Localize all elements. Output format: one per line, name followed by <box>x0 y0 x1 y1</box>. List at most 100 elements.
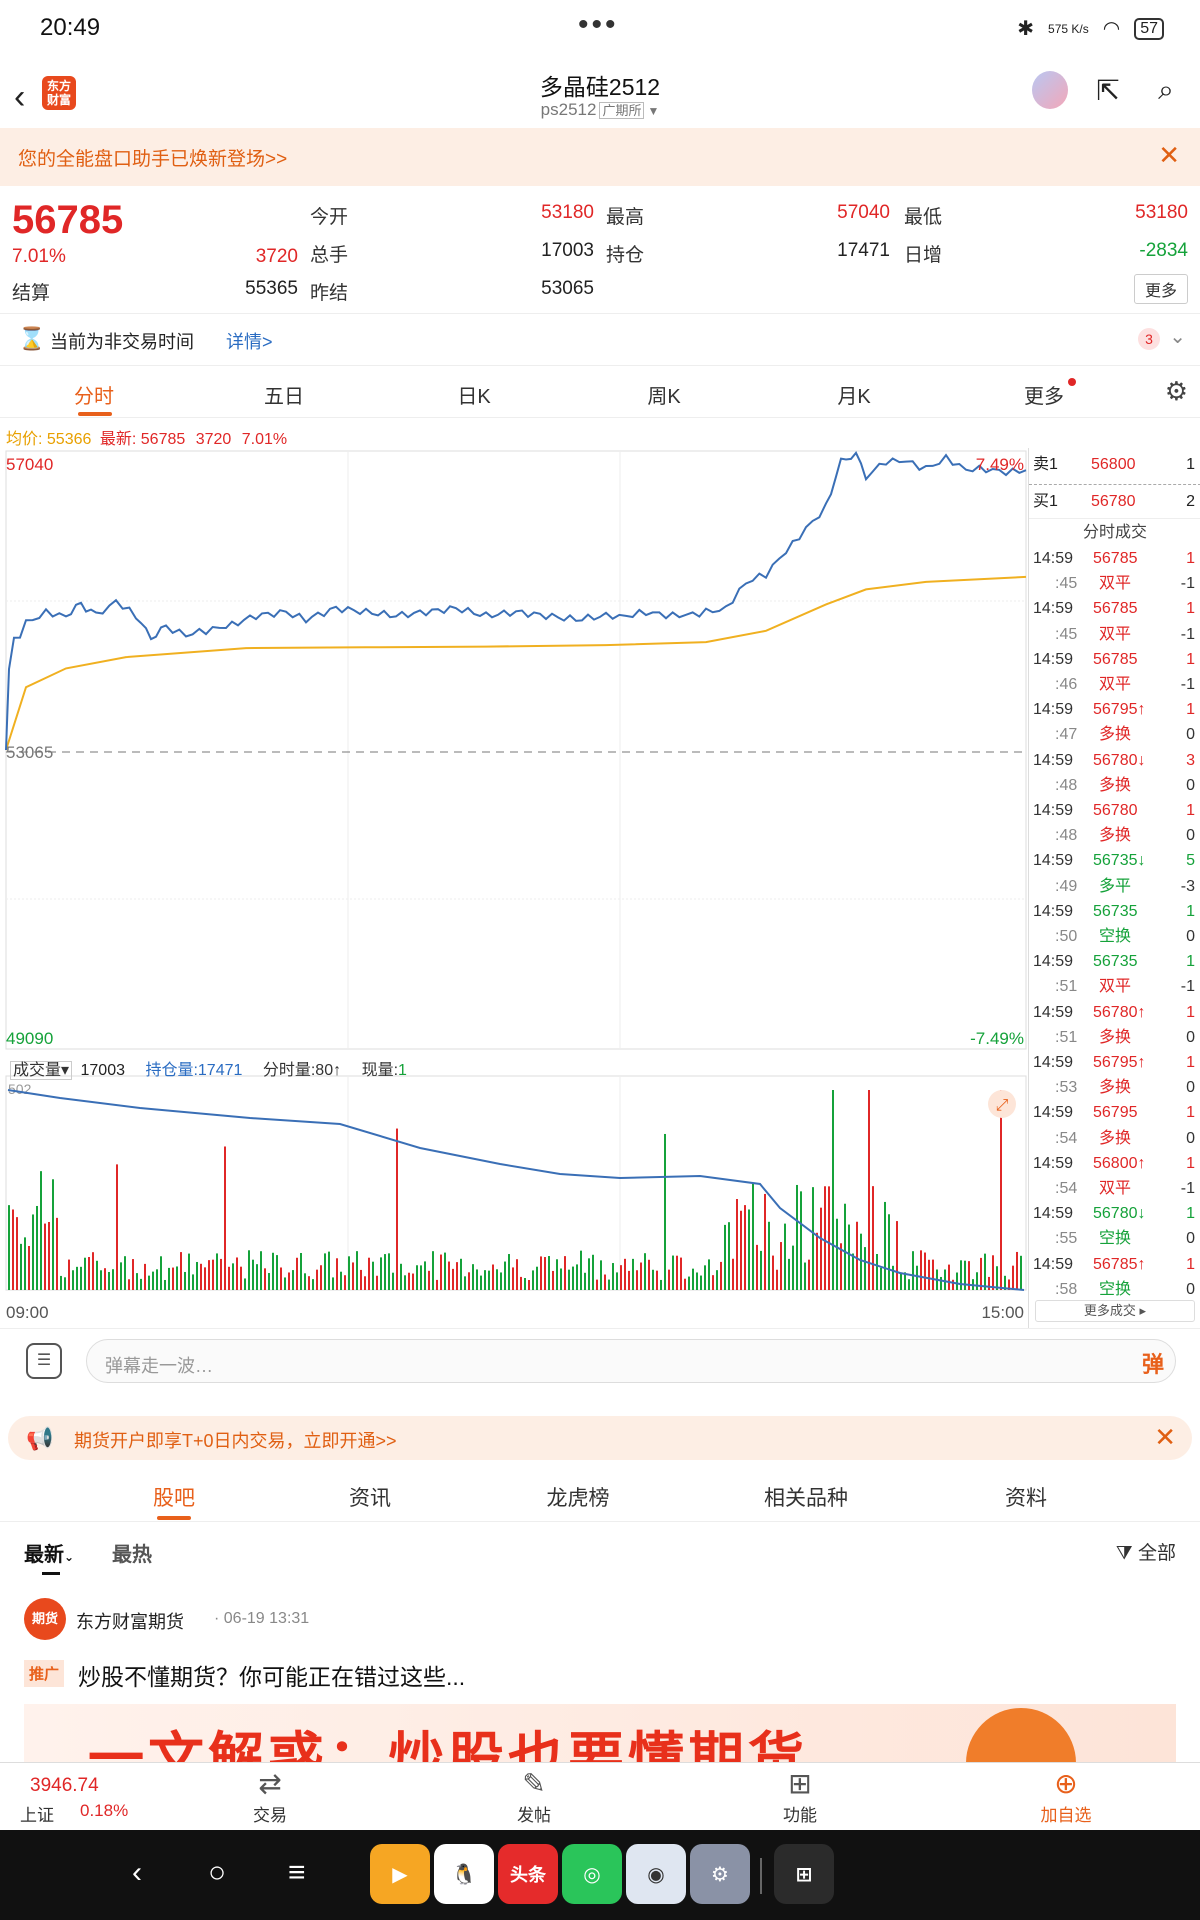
more-button[interactable]: 更多 <box>1133 274 1188 304</box>
comment-list-icon[interactable]: ☰ <box>26 1343 62 1379</box>
volume-bar <box>752 1183 754 1290</box>
assistant-avatar-icon[interactable] <box>1032 71 1068 109</box>
tick-price: 56780 <box>1093 802 1138 819</box>
pct-max-label: 7.49% <box>976 455 1024 474</box>
tick-qty: -1 <box>1180 1180 1195 1197</box>
chart-svg[interactable]: 57040 49090 53065 7.49% -7.49% 502 ⤢ 09:… <box>0 448 1028 1328</box>
index-value[interactable]: 3946.74 <box>30 1775 99 1796</box>
tab-monthly-k[interactable]: 月K <box>837 386 871 408</box>
post-title[interactable]: 炒股不懂期货？你可能正在错过这些... <box>78 1664 466 1690</box>
more-dot-badge <box>1068 378 1076 386</box>
qq-app-icon[interactable]: 🐧 <box>434 1844 494 1904</box>
volume-bar <box>872 1186 874 1290</box>
tick-time: :55 <box>1055 1230 1078 1248</box>
promo-banner[interactable]: 📢 期货开户即享T+0日内交易，立即开通>> ✕ <box>8 1416 1192 1460</box>
avatar[interactable]: 期货 <box>24 1598 66 1640</box>
intraday-chart[interactable]: 57040 49090 53065 7.49% -7.49% 502 ⤢ 09:… <box>0 448 1028 1328</box>
high-label: 最高 <box>606 207 645 228</box>
danmu-input[interactable]: 弹幕走一波… <box>86 1339 1176 1383</box>
search-icon[interactable]: ⌕ <box>1158 73 1174 105</box>
volume-bar <box>876 1254 878 1290</box>
system-recents-icon[interactable]: ≡ <box>288 1856 306 1889</box>
trade-status-bar[interactable]: ⌛ 当前为非交易时间 详情> 3 ⌄ <box>0 314 1200 366</box>
volume-bar <box>204 1267 206 1290</box>
nav-trade[interactable]: ⇄ 交易 <box>210 1767 330 1826</box>
sort-hottest[interactable]: 最热 <box>112 1544 152 1566</box>
volume-bar <box>324 1253 326 1290</box>
banner-text[interactable]: 您的全能盘口助手已焕新登场>> <box>18 149 288 170</box>
volume-bar <box>592 1254 594 1290</box>
tab-dragon-tiger[interactable]: 龙虎榜 <box>546 1487 610 1510</box>
sort-latest[interactable]: 最新⌄ <box>24 1544 75 1566</box>
volume-bar <box>184 1271 186 1290</box>
nav-add-watchlist[interactable]: ⊕ 加自选 <box>1006 1767 1126 1826</box>
camera-app-icon[interactable]: ◉ <box>626 1844 686 1904</box>
volume-bar <box>988 1276 990 1290</box>
expand-icon[interactable]: ⤢ <box>988 1090 1016 1118</box>
volume-bar <box>1004 1275 1006 1290</box>
back-icon[interactable]: ‹ <box>14 78 26 116</box>
tab-related[interactable]: 相关品种 <box>764 1487 848 1510</box>
contract-code[interactable]: ps2512 广期所 ▼ <box>0 100 1200 120</box>
volume-bar <box>980 1257 982 1290</box>
close-icon[interactable]: ✕ <box>1158 140 1180 170</box>
system-back-icon[interactable]: ‹ <box>132 1856 142 1889</box>
tick-qty: 0 <box>1186 776 1195 794</box>
volume-bar <box>128 1279 130 1290</box>
index-name[interactable]: 上证 <box>20 1806 54 1825</box>
volume-bar <box>812 1187 814 1290</box>
legend-change: 3720 <box>195 431 232 448</box>
chevron-down-icon[interactable]: ⌄ <box>1169 326 1186 348</box>
close-icon[interactable]: ✕ <box>1154 1422 1176 1452</box>
tick-row: 14:59 56800↑ 1 <box>1029 1151 1200 1176</box>
more-trades-label: 更多成交 <box>1083 1303 1136 1318</box>
tick-row: 14:59 56780↓ 3 <box>1029 748 1200 773</box>
volume-bar <box>816 1232 818 1290</box>
volume-bar <box>896 1221 898 1290</box>
app-logo[interactable]: 东方财富 <box>42 76 76 110</box>
post-time: · 06-19 13:31 <box>214 1610 310 1627</box>
post-card[interactable]: 期货 东方财富期货 · 06-19 13:31 推广 炒股不懂期货？你可能正在错… <box>0 1582 1200 1780</box>
wechat-app-icon[interactable]: ◎ <box>562 1844 622 1904</box>
more-trades-button[interactable]: 更多成交 ▸ <box>1035 1300 1195 1322</box>
tab-news[interactable]: 资讯 <box>349 1487 391 1510</box>
more-dots-icon[interactable]: ••• <box>578 8 619 41</box>
tab-daily-k[interactable]: 日K <box>457 386 491 408</box>
share-icon[interactable]: ⇱ <box>1096 74 1120 106</box>
video-app-icon[interactable]: ▶ <box>370 1844 430 1904</box>
volume-bar <box>32 1214 34 1290</box>
volume-bar <box>924 1252 926 1290</box>
tab-forum[interactable]: 股吧 <box>153 1487 195 1510</box>
settings-app-icon[interactable]: ⚙ <box>690 1844 750 1904</box>
promo-text[interactable]: 期货开户即享T+0日内交易，立即开通>> <box>74 1431 397 1451</box>
gear-icon[interactable]: ⚙ <box>1164 376 1188 406</box>
tab-weekly-k[interactable]: 周K <box>647 386 681 408</box>
nav-functions-label: 功能 <box>783 1806 817 1825</box>
system-home-icon[interactable]: ○ <box>208 1856 227 1889</box>
app-drawer-icon[interactable]: ⊞ <box>774 1844 834 1904</box>
tab-more[interactable]: 更多 <box>1024 386 1064 408</box>
volume-bar <box>808 1259 810 1290</box>
nav-functions[interactable]: ⊞ 功能 <box>740 1767 860 1826</box>
volume-bar <box>944 1269 946 1290</box>
details-link[interactable]: 详情> <box>226 332 273 352</box>
volume-bar <box>900 1272 902 1290</box>
assistant-banner[interactable]: 您的全能盘口助手已焕新登场>> ✕ <box>0 128 1200 186</box>
volume-bar <box>416 1265 418 1290</box>
tick-row: 14:59 56780 1 <box>1029 798 1200 823</box>
nav-post[interactable]: ✎ 发帖 <box>474 1767 594 1826</box>
volume-bar <box>564 1256 566 1290</box>
volume-bar <box>376 1275 378 1290</box>
danmu-toggle-button[interactable]: 弹 <box>1141 1352 1164 1377</box>
filter-button[interactable]: ⧩ 全部 <box>1116 1538 1176 1565</box>
volume-bar <box>88 1257 90 1290</box>
tab-intraday[interactable]: 分时 <box>74 386 114 408</box>
toutiao-app-icon[interactable]: 头条 <box>498 1844 558 1904</box>
volume-bar <box>848 1224 850 1290</box>
post-author[interactable]: 东方财富期货 <box>76 1612 184 1632</box>
vol-dropdown[interactable]: 成交量▾ <box>10 1061 73 1080</box>
tab-five-day[interactable]: 五日 <box>264 386 304 408</box>
volume-bar <box>344 1275 346 1290</box>
tab-profile[interactable]: 资料 <box>1005 1487 1047 1510</box>
volume-bar <box>916 1265 918 1290</box>
